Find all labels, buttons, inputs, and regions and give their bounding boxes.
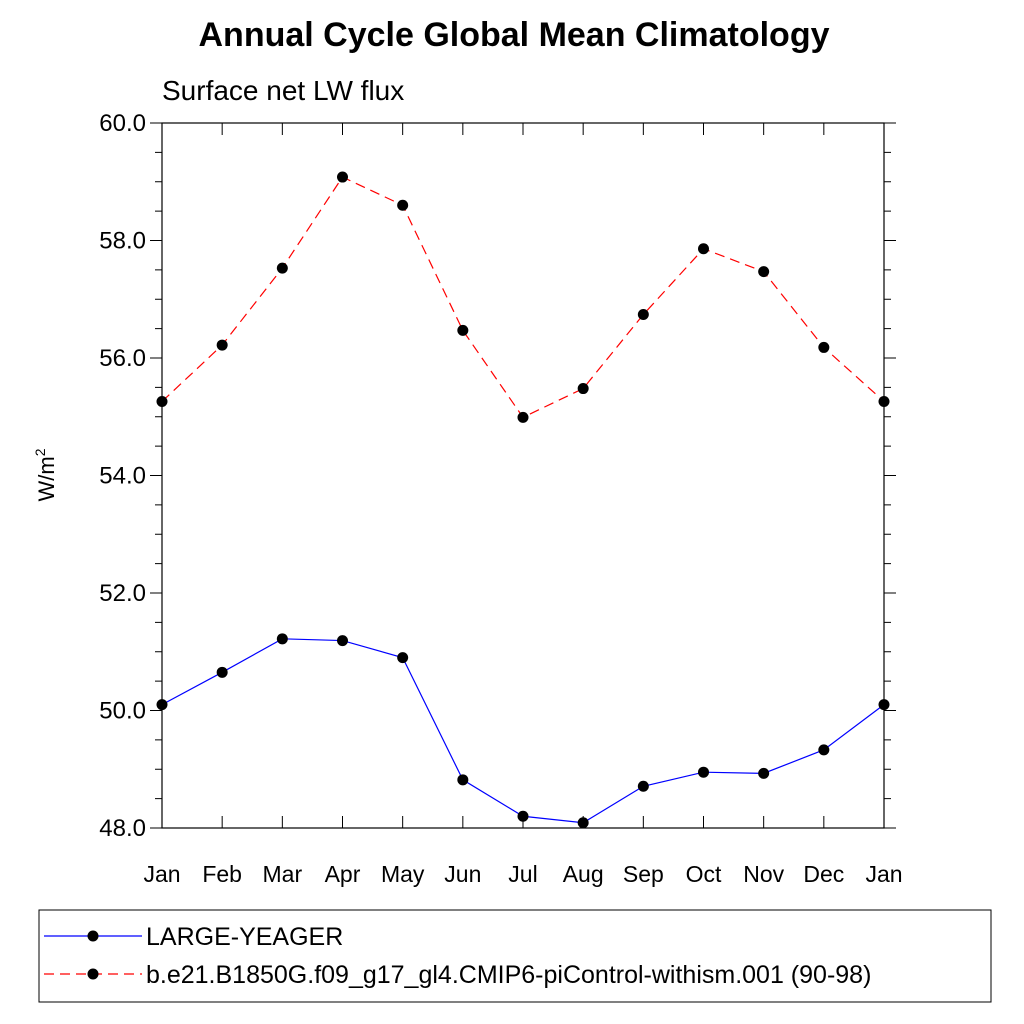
y-axis-label: W/m2 bbox=[32, 448, 59, 501]
x-tick-label: Jun bbox=[444, 861, 481, 887]
data-point bbox=[156, 699, 168, 711]
legend-box bbox=[38, 909, 992, 1003]
x-tick-label: Jan bbox=[143, 861, 180, 887]
data-point bbox=[457, 324, 469, 336]
data-point bbox=[637, 309, 649, 321]
x-tick-label: Nov bbox=[743, 861, 784, 887]
data-point bbox=[276, 262, 288, 274]
data-point bbox=[698, 766, 709, 778]
x-tick-label: Sep bbox=[623, 861, 664, 887]
x-tick-label: Dec bbox=[803, 861, 844, 887]
data-point bbox=[337, 635, 348, 647]
y-axis-label-base: W/m bbox=[34, 456, 59, 501]
x-tick-label: Aug bbox=[563, 861, 604, 887]
legend-swatch-marker bbox=[87, 968, 99, 980]
x-tick-label: Jan bbox=[865, 861, 902, 887]
x-tick-label: May bbox=[381, 861, 425, 887]
x-tick-label: Feb bbox=[202, 861, 242, 887]
legend-label: LARGE-YEAGER bbox=[146, 923, 343, 951]
y-tick-label: 48.0 bbox=[99, 815, 146, 842]
svg-text:W/m2: W/m2 bbox=[32, 448, 59, 501]
data-point bbox=[758, 767, 770, 779]
data-point bbox=[878, 699, 890, 711]
data-point bbox=[758, 266, 770, 278]
data-point bbox=[698, 243, 709, 255]
x-tick-label: Jul bbox=[508, 861, 537, 887]
data-point bbox=[878, 395, 890, 407]
legend-swatch-marker bbox=[87, 930, 99, 942]
y-tick-label: 54.0 bbox=[99, 463, 146, 490]
data-point bbox=[216, 339, 228, 351]
data-point bbox=[216, 666, 228, 678]
data-point bbox=[818, 341, 830, 353]
data-point bbox=[577, 817, 589, 829]
data-point bbox=[517, 411, 529, 423]
data-point bbox=[276, 633, 288, 645]
series-line bbox=[161, 176, 885, 419]
series-line bbox=[161, 638, 885, 824]
data-point bbox=[577, 383, 589, 395]
data-point bbox=[397, 199, 409, 211]
x-tick-label: Apr bbox=[325, 861, 361, 887]
data-point bbox=[156, 395, 168, 407]
y-tick-label: 60.0 bbox=[99, 110, 146, 137]
plot-frame bbox=[161, 122, 885, 829]
data-point bbox=[637, 780, 649, 792]
legend-label: b.e21.B1850G.f09_g17_gl4.CMIP6-piControl… bbox=[146, 961, 871, 989]
y-tick-label: 58.0 bbox=[99, 228, 146, 255]
chart-title: Annual Cycle Global Mean Climatology bbox=[199, 16, 830, 54]
data-point bbox=[397, 652, 409, 664]
y-tick-label: 50.0 bbox=[99, 698, 146, 725]
x-tick-label: Oct bbox=[686, 861, 722, 887]
y-tick-label: 52.0 bbox=[99, 580, 146, 607]
chart-subtitle: Surface net LW flux bbox=[162, 75, 404, 106]
data-point bbox=[517, 810, 529, 822]
y-axis-label-superscript: 2 bbox=[32, 448, 48, 456]
data-point bbox=[457, 774, 469, 786]
data-point bbox=[818, 744, 830, 756]
x-tick-label: Mar bbox=[263, 861, 303, 887]
data-point bbox=[337, 171, 348, 183]
y-tick-label: 56.0 bbox=[99, 345, 146, 372]
